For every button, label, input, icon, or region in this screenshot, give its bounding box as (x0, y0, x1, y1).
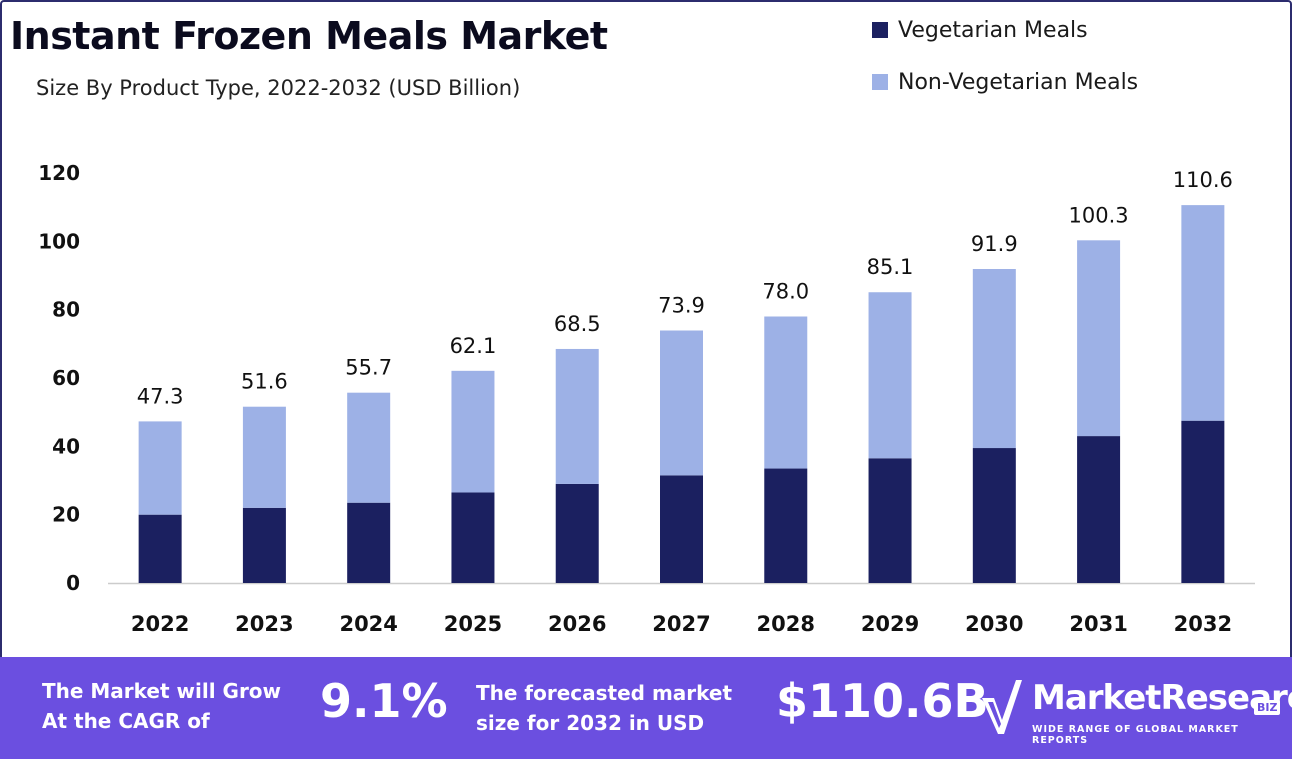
x-tick-label: 2023 (235, 612, 293, 636)
y-tick-label: 120 (38, 161, 80, 185)
x-tick-label: 2029 (861, 612, 919, 636)
y-tick-label: 0 (66, 571, 80, 595)
bar-non-vegetarian (764, 316, 808, 469)
bar-non-vegetarian (347, 392, 391, 503)
x-tick-label: 2025 (444, 612, 502, 636)
y-tick-label: 100 (38, 229, 80, 253)
bar-non-vegetarian (555, 348, 599, 484)
y-tick-label: 80 (52, 298, 80, 322)
bar-vegetarian (1077, 436, 1121, 583)
legend-swatch-non-vegetarian (872, 74, 888, 90)
legend-label-non-vegetarian: Non-Vegetarian Meals (898, 69, 1139, 95)
cagr-caption: The Market will Grow At the CAGR of (42, 676, 281, 736)
x-tick-label: 2031 (1069, 612, 1127, 636)
cagr-caption-line1: The Market will Grow (42, 679, 282, 703)
bar-non-vegetarian (660, 330, 703, 476)
y-tick-label: 20 (52, 503, 80, 527)
bar-total-label: 51.6 (241, 370, 288, 394)
forecast-caption-line2: size for 2032 in USD (476, 711, 705, 735)
y-tick-label: 40 (52, 434, 80, 458)
bar-vegetarian (660, 475, 703, 583)
summary-banner (0, 657, 1292, 759)
forecast-caption-line1: The forecasted market (476, 681, 733, 705)
bar-vegetarian (972, 448, 1016, 583)
bar-non-vegetarian (242, 406, 286, 508)
checkmark-logo-icon (982, 680, 1022, 734)
bar-total-label: 47.3 (137, 384, 184, 408)
logo-wordmark: MarketResearch (1032, 678, 1292, 718)
bar-vegetarian (764, 468, 808, 583)
bar-total-label: 78.0 (762, 280, 809, 304)
chart-legend: Vegetarian Meals Non-Vegetarian Meals (872, 14, 1138, 118)
chart-title: Instant Frozen Meals Market (10, 14, 608, 58)
bar-total-label: 100.3 (1069, 203, 1129, 227)
bar-total-label: 55.7 (345, 356, 392, 380)
bar-non-vegetarian (868, 292, 912, 459)
legend-swatch-vegetarian (872, 22, 888, 38)
stacked-bar-chart: 0 20 40 60 80 100 120 47.3 2022 51.6 2023 55.7 2024 6… (38, 161, 1255, 636)
bar-non-vegetarian (451, 370, 495, 493)
bar-total-label: 62.1 (450, 334, 497, 358)
bar-non-vegetarian (972, 269, 1016, 449)
x-tick-label: 2030 (965, 612, 1023, 636)
bar-non-vegetarian (1181, 205, 1225, 421)
bar-vegetarian (242, 507, 286, 583)
bar-total-label: 73.9 (658, 294, 705, 318)
bar-vegetarian (555, 483, 599, 583)
x-tick-label: 2032 (1174, 612, 1232, 636)
x-tick-label: 2027 (652, 612, 710, 636)
forecast-value: $110.6B (776, 674, 989, 728)
bar-total-label: 91.9 (971, 232, 1018, 256)
x-tick-label: 2022 (131, 612, 189, 636)
bar-total-label: 68.5 (554, 312, 601, 336)
bar-vegetarian (451, 492, 495, 583)
legend-label-vegetarian: Vegetarian Meals (898, 17, 1088, 43)
logo-badge: BIZ (1254, 700, 1281, 715)
bar-total-label: 85.1 (867, 255, 914, 279)
bar-total-label: 110.6 (1173, 168, 1233, 192)
x-tick-label: 2028 (757, 612, 815, 636)
x-tick-label: 2024 (339, 612, 397, 636)
bar-vegetarian (138, 514, 182, 583)
cagr-caption-line2: At the CAGR of (42, 709, 210, 733)
x-tick-label: 2026 (548, 612, 606, 636)
bar-vegetarian (1181, 420, 1225, 583)
bar-vegetarian (347, 502, 391, 583)
y-tick-label: 60 (52, 366, 80, 390)
legend-item-vegetarian: Vegetarian Meals (872, 14, 1138, 46)
forecast-caption: The forecasted market size for 2032 in U… (476, 678, 732, 738)
cagr-value: 9.1% (320, 674, 448, 728)
bar-non-vegetarian (1077, 240, 1121, 437)
chart-subtitle: Size By Product Type, 2022-2032 (USD Bil… (36, 76, 521, 100)
legend-item-non-vegetarian: Non-Vegetarian Meals (872, 66, 1138, 98)
bar-vegetarian (868, 458, 912, 583)
logo-tagline: WIDE RANGE OF GLOBAL MARKET REPORTS (1032, 724, 1239, 746)
bar-non-vegetarian (138, 421, 182, 515)
